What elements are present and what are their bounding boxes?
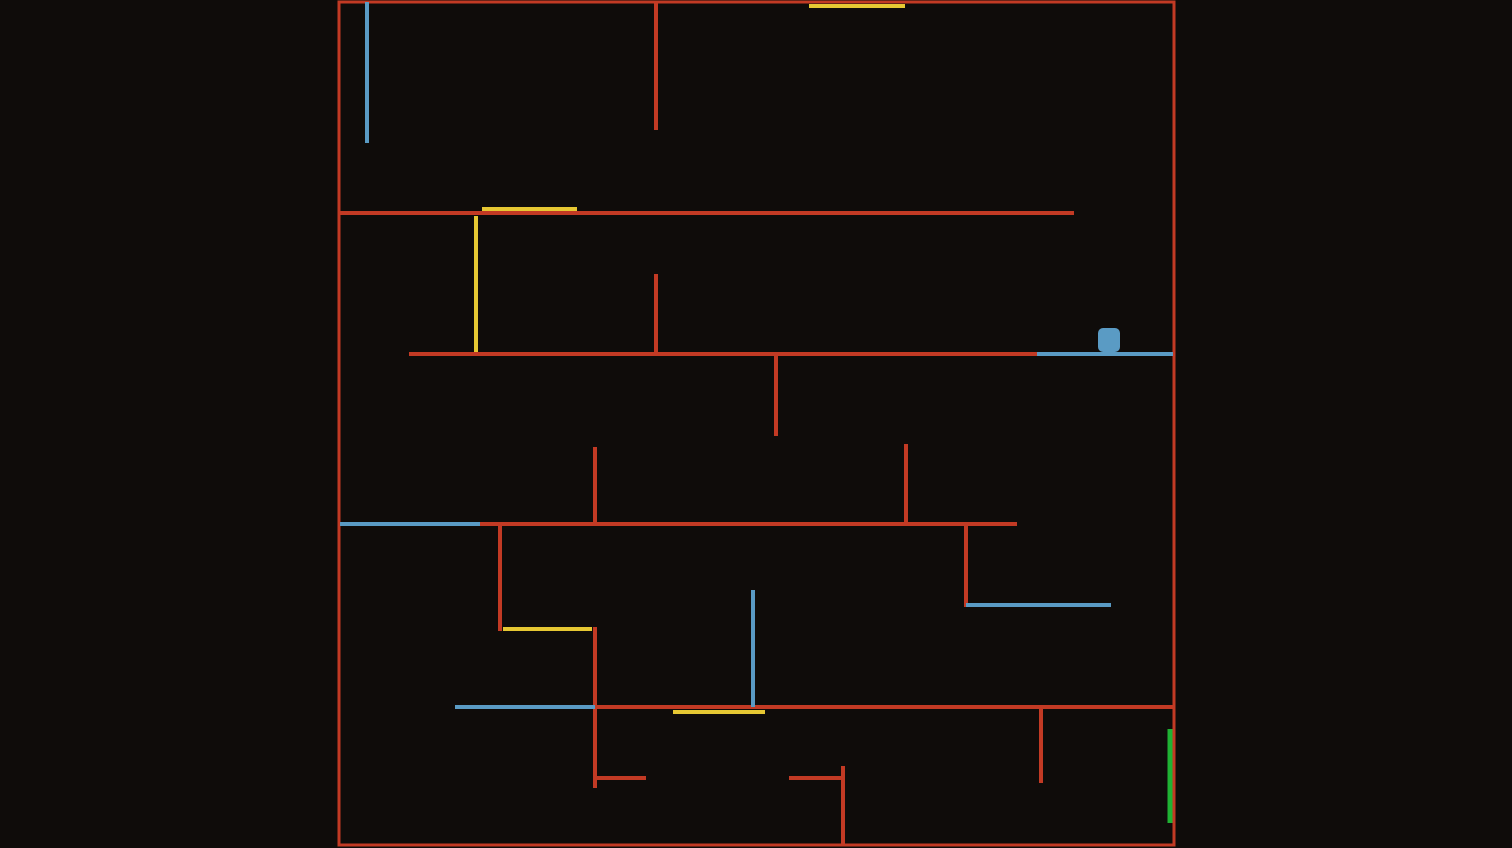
player <box>1098 328 1120 352</box>
red-walls <box>339 2 1174 845</box>
maze-border <box>337 0 1176 847</box>
blue-walls <box>340 2 1173 709</box>
yellow-walls <box>474 4 905 714</box>
